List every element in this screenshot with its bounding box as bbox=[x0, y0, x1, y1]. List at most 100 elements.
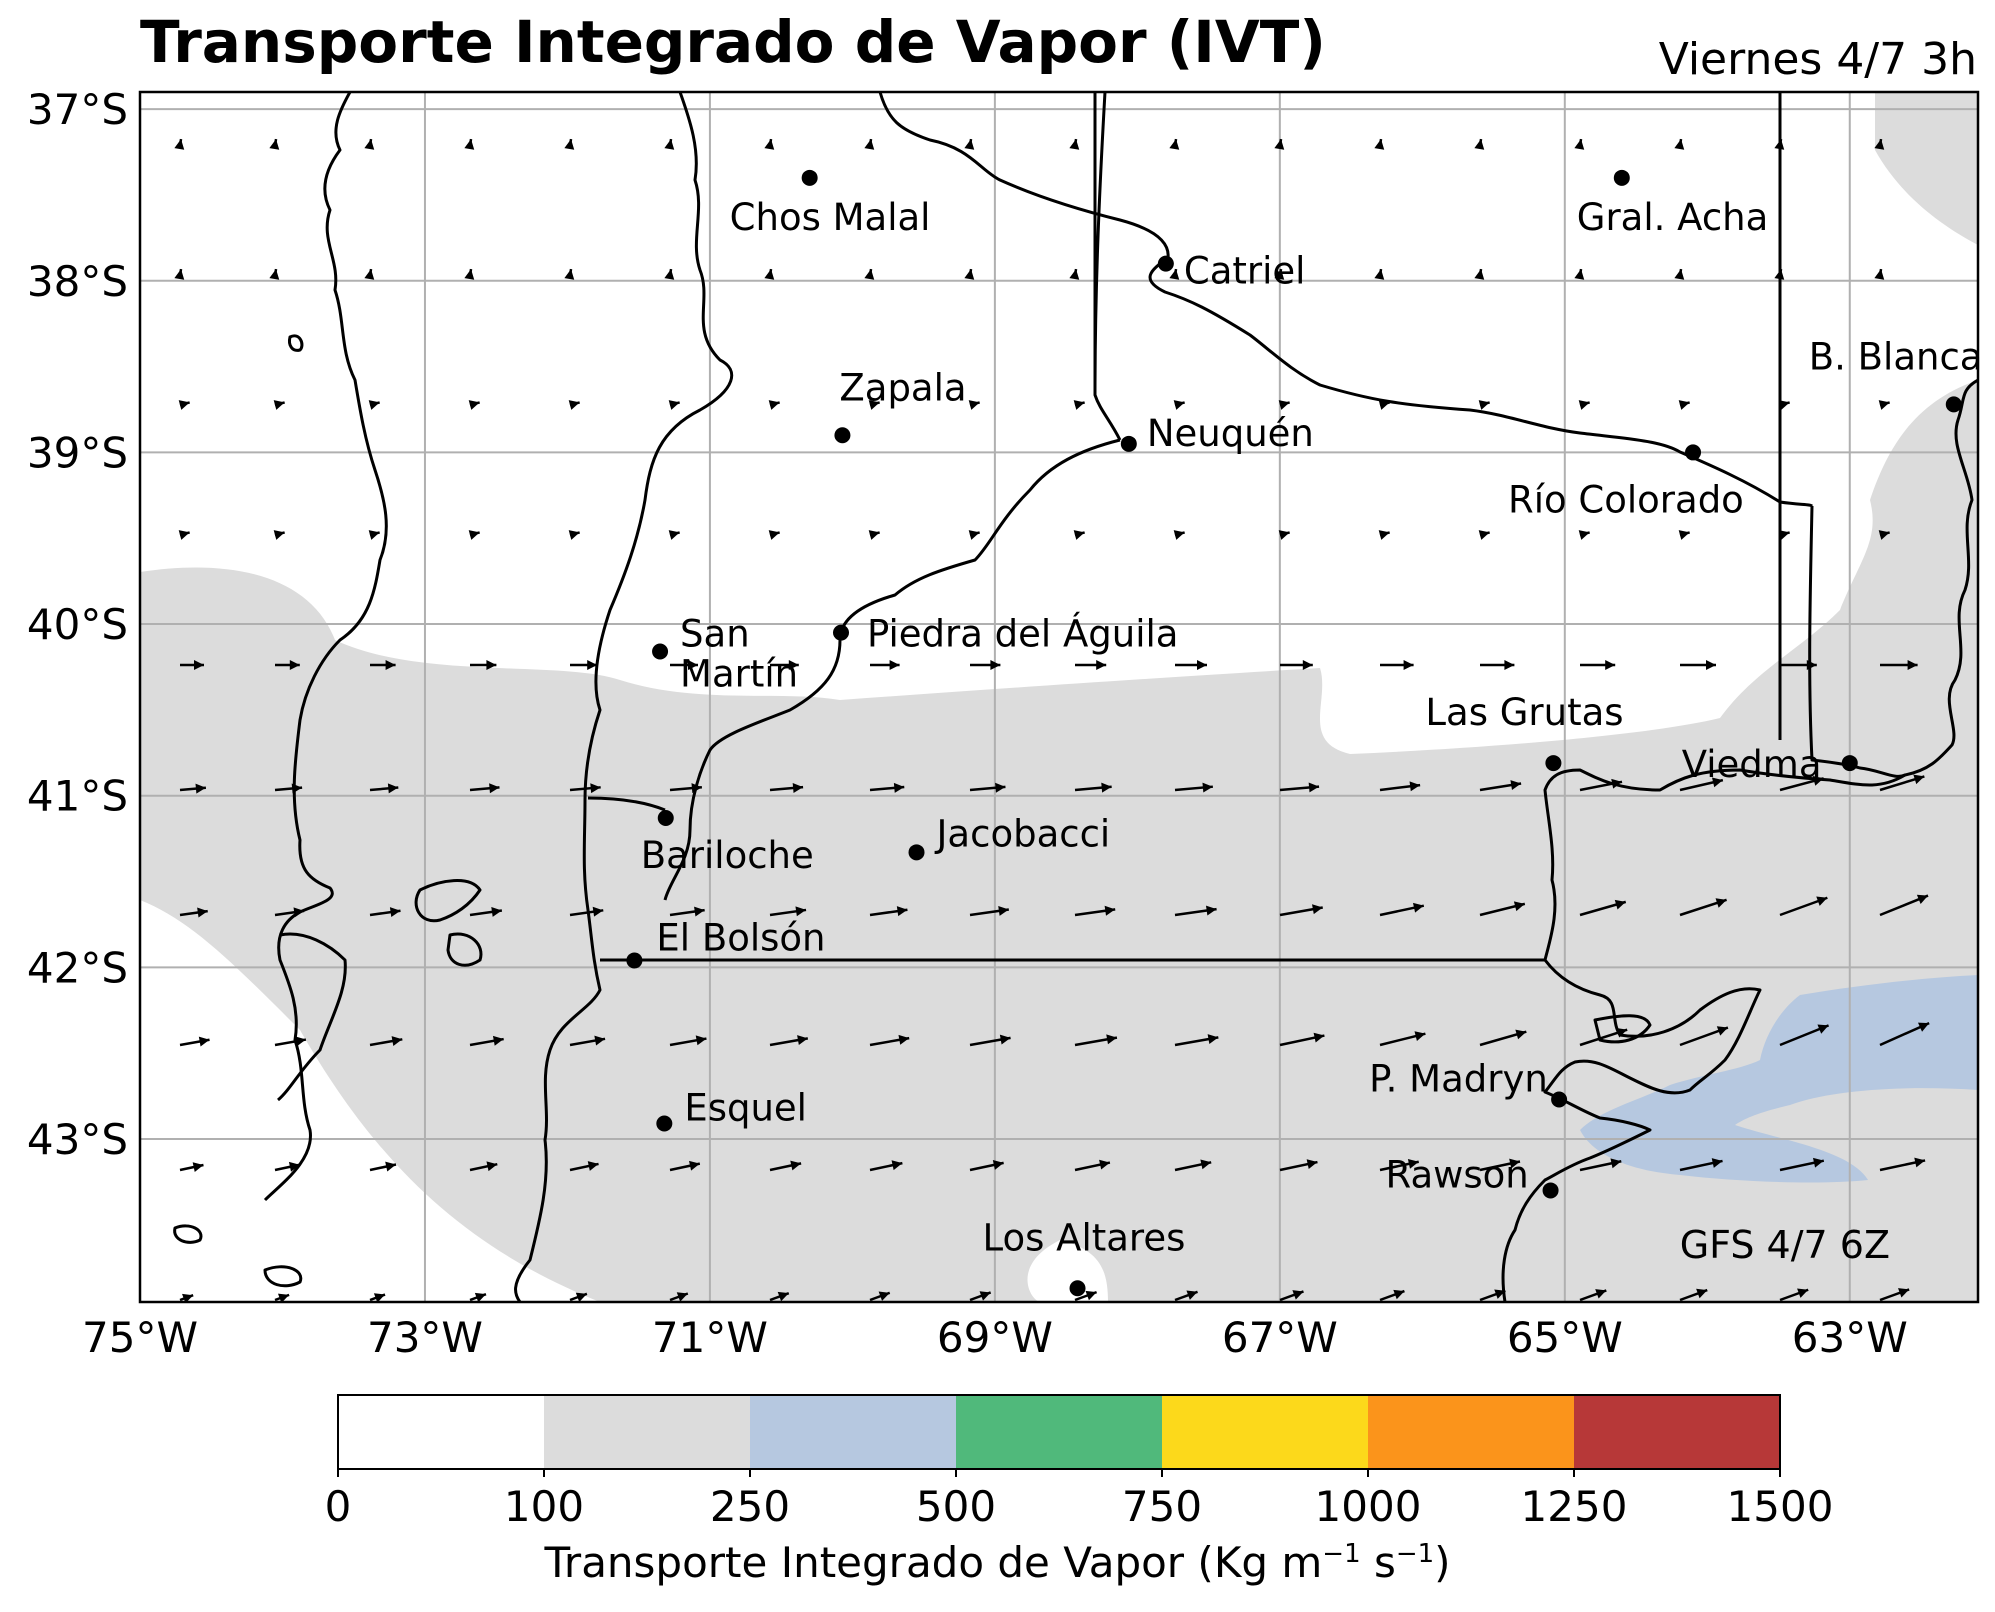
lon-tick-label: 69°W bbox=[937, 1313, 1053, 1362]
boundary-line bbox=[288, 334, 304, 352]
flux-arrow-head bbox=[878, 1291, 890, 1301]
city-label: B. Blanca bbox=[1809, 335, 1983, 378]
flux-arrow-head bbox=[1610, 1158, 1622, 1169]
flux-arrow-head bbox=[1069, 269, 1080, 280]
flux-arrow-head bbox=[1278, 530, 1290, 540]
flux-arrow-head bbox=[273, 530, 285, 540]
flux-arrow-head bbox=[1907, 660, 1918, 670]
vapor-flux-arrows bbox=[174, 138, 1930, 1302]
flux-arrow-head bbox=[1510, 780, 1522, 790]
colorbar-segment bbox=[544, 1395, 751, 1469]
colorbar-segment bbox=[1368, 1395, 1575, 1469]
flux-arrow-head bbox=[691, 783, 702, 794]
city-label: Neuquén bbox=[1147, 412, 1314, 455]
colorbar-frame bbox=[337, 1394, 1781, 1470]
flux-arrow-head bbox=[1774, 139, 1785, 150]
flux-arrow-head bbox=[464, 269, 475, 280]
flux-arrow-head bbox=[777, 1291, 789, 1302]
city-label: Chos Malal bbox=[730, 196, 931, 239]
city-marker bbox=[834, 427, 851, 444]
flux-arrow-head bbox=[289, 660, 300, 670]
flux-arrow-head bbox=[385, 660, 396, 670]
boundary-line bbox=[277, 932, 347, 1102]
city-label: Jacobacci bbox=[935, 812, 1111, 855]
flux-arrow-head bbox=[1778, 400, 1790, 410]
flux-arrow-head bbox=[1678, 400, 1690, 410]
flux-arrow-head bbox=[568, 400, 580, 410]
city-label: Viedma bbox=[1682, 743, 1822, 786]
flux-arrow-head bbox=[1393, 1289, 1405, 1300]
city-marker bbox=[1613, 169, 1630, 186]
colorbar-segment bbox=[338, 1395, 545, 1469]
flux-arrow-head bbox=[999, 1034, 1011, 1045]
flux-arrow-head bbox=[1374, 139, 1385, 150]
flux-arrow-head bbox=[575, 1292, 587, 1302]
flux-arrow-head bbox=[1878, 400, 1890, 410]
flux-arrow-head bbox=[491, 906, 502, 917]
city-marker bbox=[908, 844, 925, 861]
flux-arrow-head bbox=[688, 660, 698, 670]
flux-arrow-head bbox=[1200, 1159, 1212, 1170]
city-label: Catriel bbox=[1184, 250, 1306, 293]
lon-tick-label: 75°W bbox=[82, 1313, 198, 1362]
flux-arrow-head bbox=[1913, 774, 1925, 785]
flux-arrow-head bbox=[1515, 1029, 1527, 1040]
flux-arrow-head bbox=[1474, 139, 1485, 150]
flux-arrow-head bbox=[790, 1160, 802, 1171]
flux-arrow-head bbox=[389, 907, 401, 918]
boundary-line bbox=[587, 796, 666, 812]
flux-arrow-head bbox=[1312, 904, 1323, 915]
flux-arrow-head bbox=[797, 1035, 808, 1045]
flux-arrow-head bbox=[889, 660, 900, 670]
flux-arrow-head bbox=[1308, 782, 1320, 793]
flux-arrow-head bbox=[1678, 530, 1690, 540]
model-run-label: GFS 4/7 6Z bbox=[1680, 1223, 1890, 1267]
flux-arrow-head bbox=[1374, 269, 1385, 280]
map-frame bbox=[138, 90, 1980, 1304]
flux-arrow-head bbox=[764, 139, 775, 150]
flux-arrow-head bbox=[364, 139, 375, 150]
lat-tick-label: 37°S bbox=[27, 85, 128, 134]
flux-arrow-head bbox=[1069, 139, 1080, 150]
colorbar-tick-label: 1500 bbox=[1727, 1482, 1834, 1531]
flux-arrow-head bbox=[590, 783, 601, 794]
flux-arrow-head bbox=[676, 1292, 688, 1302]
flux-arrow-head bbox=[474, 1292, 486, 1302]
flux-arrow-head bbox=[995, 782, 1006, 793]
flux-arrow-head bbox=[1302, 660, 1313, 670]
flux-arrow-head bbox=[182, 1293, 194, 1302]
flux-arrow-head bbox=[1205, 905, 1217, 916]
city-marker bbox=[1157, 255, 1174, 272]
colorbar-label-end: ) bbox=[1434, 1538, 1451, 1587]
flux-arrow-head bbox=[1106, 1034, 1117, 1045]
boundary-line bbox=[514, 92, 734, 1302]
flux-arrow-head bbox=[1306, 1159, 1318, 1170]
flux-arrow-head bbox=[198, 1036, 210, 1047]
ivt-250-500-area bbox=[1580, 975, 1978, 1183]
boundary-line bbox=[446, 932, 483, 967]
flux-arrow-head bbox=[277, 1293, 290, 1302]
city-label: San Martín bbox=[680, 613, 798, 696]
city-label: Los Altares bbox=[983, 1216, 1186, 1259]
flux-arrow-head bbox=[1578, 530, 1590, 540]
flux-arrow-head bbox=[1202, 782, 1213, 793]
flux-arrow-head bbox=[1696, 1288, 1708, 1299]
flux-arrow-head bbox=[587, 1161, 599, 1171]
flux-arrow-head bbox=[587, 660, 598, 670]
flux-arrow-head bbox=[1197, 660, 1207, 670]
flux-arrow-head bbox=[1504, 660, 1515, 670]
flux-arrow-head bbox=[1711, 1158, 1723, 1168]
flux-arrow-head bbox=[864, 269, 875, 280]
flux-arrow-head bbox=[1898, 1288, 1910, 1298]
flux-arrow-head bbox=[492, 1035, 504, 1046]
city-label: El Bolsón bbox=[656, 916, 825, 959]
city-marker bbox=[652, 643, 669, 660]
city-marker bbox=[801, 169, 818, 186]
flux-arrow-head bbox=[868, 400, 880, 410]
ivt-100-250-area bbox=[140, 380, 1978, 1302]
flux-arrow-head bbox=[1712, 777, 1723, 788]
city-marker bbox=[626, 952, 643, 969]
flux-arrow-head bbox=[864, 139, 875, 150]
flux-arrow-head bbox=[1611, 778, 1623, 789]
city-label: P. Madryn bbox=[1369, 1057, 1548, 1100]
